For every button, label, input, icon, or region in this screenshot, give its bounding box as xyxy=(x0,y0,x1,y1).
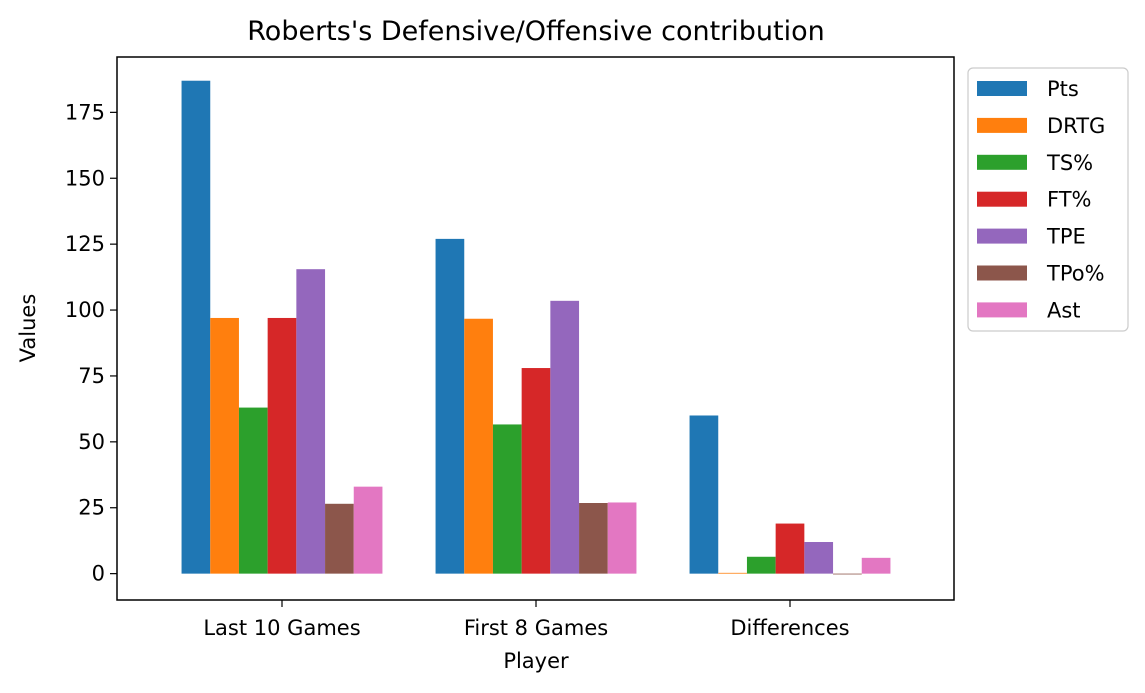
x-tick-label-differences: Differences xyxy=(730,616,849,640)
x-axis-label: Player xyxy=(503,649,569,673)
bar-pts-differences xyxy=(689,415,719,574)
legend-label-pts: Pts xyxy=(1047,77,1079,101)
x-tick-label-last-10-games: Last 10 Games xyxy=(203,616,360,640)
bar-pts-first-8-games xyxy=(435,238,465,574)
legend-label-tpo-pct: TPo% xyxy=(1046,262,1105,286)
bar-ft-pct-differences xyxy=(775,523,805,574)
legend-swatch-tpo-pct xyxy=(977,265,1027,281)
chart-title: Roberts's Defensive/Offensive contributi… xyxy=(247,16,824,47)
y-axis-ticks: 0 25 50 75 100 125 150 175 xyxy=(65,100,117,586)
bar-tpe-differences xyxy=(804,542,834,574)
legend: Pts DRTG TS% FT% TPE TPo% Ast xyxy=(967,67,1129,332)
bars-group xyxy=(181,80,891,575)
bar-tpe-first-8-games xyxy=(550,300,580,574)
bar-pts-last-10-games xyxy=(181,80,211,574)
x-tick-label-first-8-games: First 8 Games xyxy=(464,616,608,640)
bar-ast-last-10-games xyxy=(353,486,383,574)
bar-drtg-last-10-games xyxy=(210,317,239,574)
y-tick-label-175: 175 xyxy=(65,100,105,124)
bar-tpe-last-10-games xyxy=(296,269,326,574)
bar-ts-pct-differences xyxy=(746,556,776,574)
legend-swatch-ft-pct xyxy=(977,191,1027,207)
bar-drtg-first-8-games xyxy=(464,318,493,574)
bar-ast-differences xyxy=(861,557,891,574)
bar-ts-pct-last-10-games xyxy=(238,407,268,574)
x-axis-ticks: Last 10 Games First 8 Games Differences xyxy=(203,600,850,640)
legend-label-ts-pct: TS% xyxy=(1046,151,1093,175)
legend-swatch-pts xyxy=(977,81,1027,96)
y-tick-label-25: 25 xyxy=(78,496,105,520)
legend-swatch-drtg xyxy=(977,117,1027,133)
bar-ast-first-8-games xyxy=(607,502,637,574)
bar-ft-pct-first-8-games xyxy=(521,368,551,574)
y-tick-label-150: 150 xyxy=(65,166,105,190)
bar-ts-pct-first-8-games xyxy=(492,424,522,574)
y-tick-label-50: 50 xyxy=(78,430,105,454)
y-tick-label-75: 75 xyxy=(78,364,105,388)
bar-tpo-pct-last-10-games xyxy=(325,503,354,574)
legend-swatch-ts-pct xyxy=(977,154,1027,170)
legend-label-ft-pct: FT% xyxy=(1047,188,1092,212)
y-tick-label-0: 0 xyxy=(92,562,105,586)
y-axis-label: Values xyxy=(16,294,40,363)
bar-tpo-pct-first-8-games xyxy=(579,503,608,574)
bar-ft-pct-last-10-games xyxy=(267,317,297,574)
legend-swatch-ast xyxy=(977,302,1027,318)
y-tick-label-125: 125 xyxy=(65,232,105,256)
legend-label-tpe: TPE xyxy=(1046,225,1086,249)
bar-drtg-differences xyxy=(718,572,747,574)
legend-label-drtg: DRTG xyxy=(1047,114,1105,138)
legend-swatch-tpe xyxy=(977,228,1027,244)
y-tick-label-100: 100 xyxy=(65,298,105,322)
legend-frame xyxy=(967,67,1129,332)
legend-label-ast: Ast xyxy=(1047,298,1081,322)
bar-tpo-pct-differences xyxy=(833,573,862,575)
